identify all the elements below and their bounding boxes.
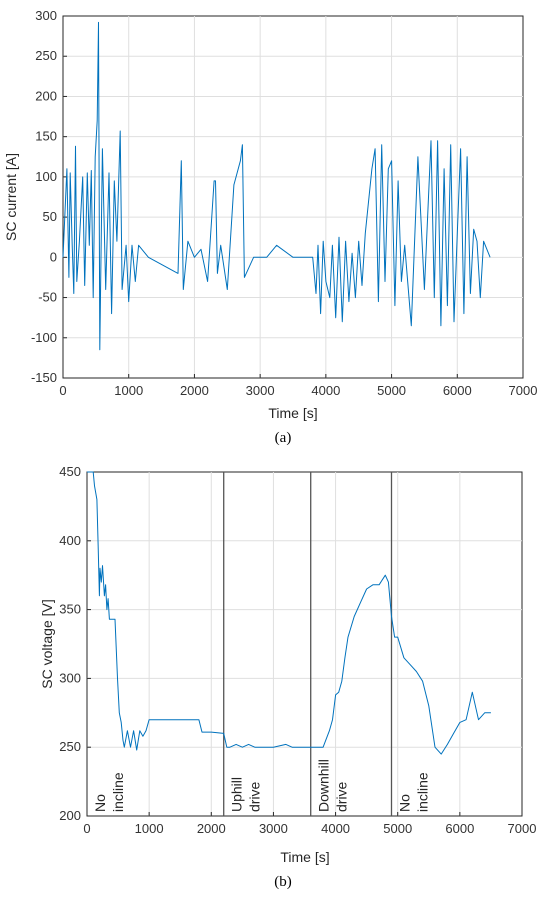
x-tick-label: 7000 (509, 383, 538, 398)
y-tick-label: 450 (59, 464, 81, 479)
x-tick-label: 2000 (180, 383, 209, 398)
x-tick-label: 0 (59, 383, 66, 398)
y-tick-label: -150 (31, 370, 57, 385)
y-axis-label: SC current [A] (3, 153, 19, 241)
y-tick-label: 250 (35, 48, 57, 63)
segment-label-line1: No (397, 794, 413, 812)
segment-labels: No incline Uphill drive Downhill drive No incli… (92, 759, 431, 812)
x-tick-label: 6000 (443, 383, 472, 398)
y-tick-labels: -150 -100 -50 0 50 100 150 200 250 300 (31, 8, 57, 385)
x-tick-label: 6000 (445, 821, 474, 836)
y-tick-label: 400 (59, 533, 81, 548)
x-tick-label: 4000 (311, 383, 340, 398)
y-tick-label: 50 (43, 209, 57, 224)
grid (62, 15, 524, 379)
x-tick-label: 5000 (377, 383, 406, 398)
panel-caption: (b) (274, 874, 292, 890)
x-tick-label: 2000 (197, 821, 226, 836)
segment-label-line1: Uphill (229, 777, 245, 812)
segment-label-line2: incline (415, 772, 431, 812)
voltage-chart: No incline Uphill drive Downhill drive No incli… (39, 464, 536, 890)
current-chart: 0 1000 2000 3000 4000 5000 6000 7000 -150-100-5… (3, 8, 537, 446)
x-tick-label: 1000 (135, 821, 164, 836)
x-tick-label: 1000 (114, 383, 143, 398)
y-tick-label: 200 (59, 808, 81, 823)
y-tick-label: 250 (59, 739, 81, 754)
x-axis-label: Time [s] (280, 849, 329, 865)
segment-label-line2: drive (334, 781, 350, 812)
y-tick-label: 0 (50, 249, 57, 264)
segment-label-line2: incline (110, 772, 126, 812)
plot-area (62, 15, 524, 379)
segment-label-line1: No (92, 794, 108, 812)
x-tick-label: 5000 (383, 821, 412, 836)
current-series (62, 21, 491, 351)
series-line (62, 21, 491, 351)
y-tick-label: 300 (35, 8, 57, 23)
y-tick-label: -50 (38, 290, 57, 305)
y-tick-label: 200 (35, 88, 57, 103)
x-tick-label: 3000 (246, 383, 275, 398)
series-line (87, 471, 491, 755)
segment-label-line2: drive (247, 781, 263, 812)
y-tick-label: 150 (35, 129, 57, 144)
x-tick-labels: 0 1000 2000 3000 4000 5000 6000 7000 (59, 383, 537, 398)
segment-label-line1: Downhill (316, 759, 332, 812)
y-tick-labels: 200 250 300 350 400 450 (59, 464, 81, 823)
plot-area (86, 471, 523, 817)
y-axis-label: SC voltage [V] (39, 599, 55, 689)
y-tick-label: 300 (59, 670, 81, 685)
y-tick-label: -100 (31, 330, 57, 345)
x-tick-label: 7000 (508, 821, 537, 836)
panel-caption: (a) (275, 430, 292, 446)
y-tick-label: 100 (35, 169, 57, 184)
x-tick-label: 3000 (259, 821, 288, 836)
segment-boundaries (223, 472, 393, 816)
x-axis-label: Time [s] (268, 405, 317, 421)
grid (86, 471, 523, 817)
x-tick-labels: 0 1000 2000 3000 4000 5000 6000 7000 (83, 821, 536, 836)
y-tick-label: 350 (59, 602, 81, 617)
x-tick-label: 4000 (321, 821, 350, 836)
voltage-series (87, 471, 491, 755)
x-tick-label: 0 (83, 821, 90, 836)
